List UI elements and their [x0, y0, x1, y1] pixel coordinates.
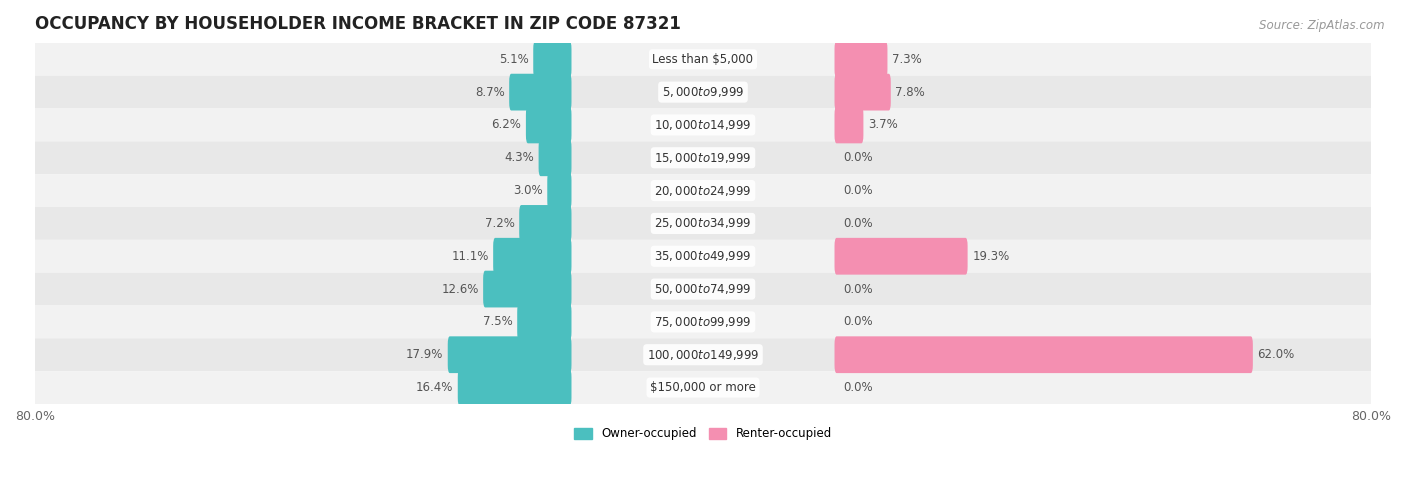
Text: 17.9%: 17.9% [406, 348, 443, 361]
Text: 0.0%: 0.0% [844, 151, 873, 164]
Text: $150,000 or more: $150,000 or more [650, 381, 756, 394]
Text: 7.8%: 7.8% [896, 86, 925, 99]
Text: 7.5%: 7.5% [482, 315, 513, 329]
FancyBboxPatch shape [835, 238, 967, 275]
FancyBboxPatch shape [835, 74, 891, 110]
FancyBboxPatch shape [538, 139, 571, 176]
FancyBboxPatch shape [35, 273, 1371, 306]
Text: 19.3%: 19.3% [972, 250, 1010, 263]
Text: 0.0%: 0.0% [844, 282, 873, 295]
Text: 16.4%: 16.4% [416, 381, 453, 394]
FancyBboxPatch shape [494, 238, 571, 275]
FancyBboxPatch shape [533, 41, 571, 78]
Text: 0.0%: 0.0% [844, 217, 873, 230]
FancyBboxPatch shape [35, 306, 1371, 338]
FancyBboxPatch shape [35, 338, 1371, 371]
Text: Source: ZipAtlas.com: Source: ZipAtlas.com [1260, 19, 1385, 33]
FancyBboxPatch shape [519, 205, 571, 242]
Text: 5.1%: 5.1% [499, 53, 529, 66]
FancyBboxPatch shape [35, 174, 1371, 207]
Text: $25,000 to $34,999: $25,000 to $34,999 [654, 216, 752, 230]
FancyBboxPatch shape [517, 304, 571, 340]
FancyBboxPatch shape [835, 41, 887, 78]
Text: $10,000 to $14,999: $10,000 to $14,999 [654, 118, 752, 132]
Text: 11.1%: 11.1% [451, 250, 488, 263]
Text: $50,000 to $74,999: $50,000 to $74,999 [654, 282, 752, 296]
FancyBboxPatch shape [447, 336, 571, 373]
FancyBboxPatch shape [835, 106, 863, 143]
FancyBboxPatch shape [35, 43, 1371, 76]
Text: 3.0%: 3.0% [513, 184, 543, 197]
FancyBboxPatch shape [835, 336, 1253, 373]
Text: 8.7%: 8.7% [475, 86, 505, 99]
Text: OCCUPANCY BY HOUSEHOLDER INCOME BRACKET IN ZIP CODE 87321: OCCUPANCY BY HOUSEHOLDER INCOME BRACKET … [35, 15, 681, 33]
Text: 6.2%: 6.2% [492, 119, 522, 131]
Legend: Owner-occupied, Renter-occupied: Owner-occupied, Renter-occupied [569, 422, 837, 445]
Text: 0.0%: 0.0% [844, 381, 873, 394]
Text: 62.0%: 62.0% [1257, 348, 1295, 361]
Text: 12.6%: 12.6% [441, 282, 478, 295]
Text: $75,000 to $99,999: $75,000 to $99,999 [654, 315, 752, 329]
FancyBboxPatch shape [458, 369, 571, 406]
Text: 4.3%: 4.3% [505, 151, 534, 164]
Text: 3.7%: 3.7% [868, 119, 898, 131]
Text: $20,000 to $24,999: $20,000 to $24,999 [654, 184, 752, 198]
Text: Less than $5,000: Less than $5,000 [652, 53, 754, 66]
Text: $100,000 to $149,999: $100,000 to $149,999 [647, 347, 759, 362]
FancyBboxPatch shape [484, 271, 571, 308]
Text: 0.0%: 0.0% [844, 315, 873, 329]
Text: 7.3%: 7.3% [891, 53, 922, 66]
FancyBboxPatch shape [35, 207, 1371, 240]
FancyBboxPatch shape [35, 108, 1371, 141]
Text: $15,000 to $19,999: $15,000 to $19,999 [654, 151, 752, 165]
FancyBboxPatch shape [509, 74, 571, 110]
Text: $35,000 to $49,999: $35,000 to $49,999 [654, 249, 752, 263]
FancyBboxPatch shape [35, 141, 1371, 174]
FancyBboxPatch shape [35, 240, 1371, 273]
FancyBboxPatch shape [526, 106, 571, 143]
FancyBboxPatch shape [35, 76, 1371, 108]
FancyBboxPatch shape [35, 371, 1371, 404]
Text: $5,000 to $9,999: $5,000 to $9,999 [662, 85, 744, 99]
Text: 7.2%: 7.2% [485, 217, 515, 230]
FancyBboxPatch shape [547, 172, 571, 209]
Text: 0.0%: 0.0% [844, 184, 873, 197]
